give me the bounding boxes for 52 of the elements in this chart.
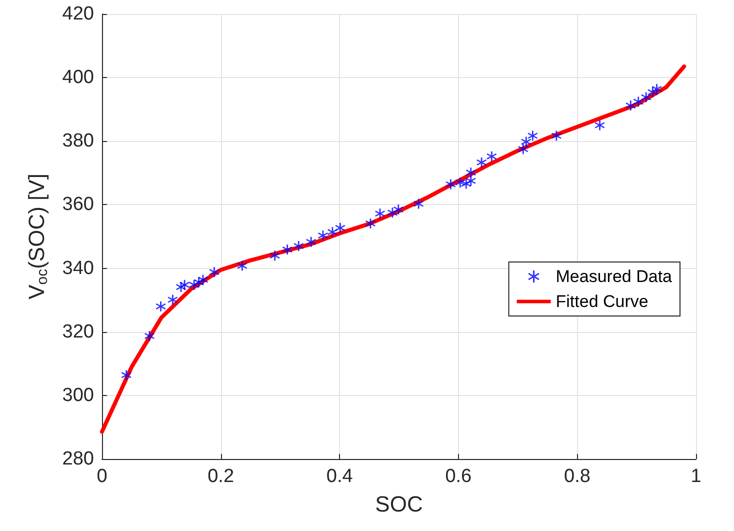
point (121, 370, 132, 380)
point (594, 120, 605, 130)
point (626, 100, 636, 111)
point (144, 330, 155, 341)
y-tick-label: 320 (62, 321, 94, 342)
point (641, 92, 652, 102)
point (446, 179, 456, 190)
point (198, 274, 208, 285)
point (414, 198, 424, 209)
point (270, 250, 280, 261)
x-tick-label: 0 (96, 466, 108, 487)
legend-label: Measured Data (556, 267, 673, 286)
point (528, 130, 538, 141)
point (294, 241, 304, 252)
point (521, 136, 532, 147)
y-tick-label: 280 (62, 448, 94, 470)
line-series (100, 64, 686, 434)
point (518, 144, 528, 154)
x-tick-label: 0.8 (564, 466, 590, 487)
point (318, 230, 328, 241)
y-tick-label: 340 (62, 258, 94, 279)
y-tick-label: 400 (62, 67, 94, 88)
point (466, 168, 476, 178)
y-tick-label: 300 (62, 384, 94, 406)
y-axis-title: Voc(SOC) [V] (24, 174, 51, 300)
point (633, 96, 644, 107)
point (180, 280, 190, 290)
point (476, 157, 487, 168)
point (282, 244, 292, 255)
point (393, 204, 404, 214)
point (652, 84, 662, 94)
point (237, 260, 248, 271)
point (168, 294, 178, 305)
x-axis-title: SOC (375, 492, 423, 516)
point (156, 301, 166, 312)
y-tick-label: 420 (62, 4, 94, 24)
point (209, 267, 220, 278)
y-tick-label: 380 (62, 130, 94, 152)
x-tick-label: 1 (690, 466, 702, 487)
x-tick-label: 0.2 (208, 466, 234, 487)
point (455, 177, 466, 188)
x-tick-label: 0.6 (445, 466, 472, 487)
point (365, 218, 376, 228)
point (466, 176, 476, 186)
point (335, 222, 346, 233)
legend-label: Fitted Curve (556, 292, 648, 311)
point (551, 130, 562, 141)
point (306, 236, 316, 247)
point (374, 208, 385, 219)
point (486, 151, 497, 162)
x-tick-label: 0.4 (326, 466, 354, 487)
y-tick-label: 360 (62, 194, 94, 216)
